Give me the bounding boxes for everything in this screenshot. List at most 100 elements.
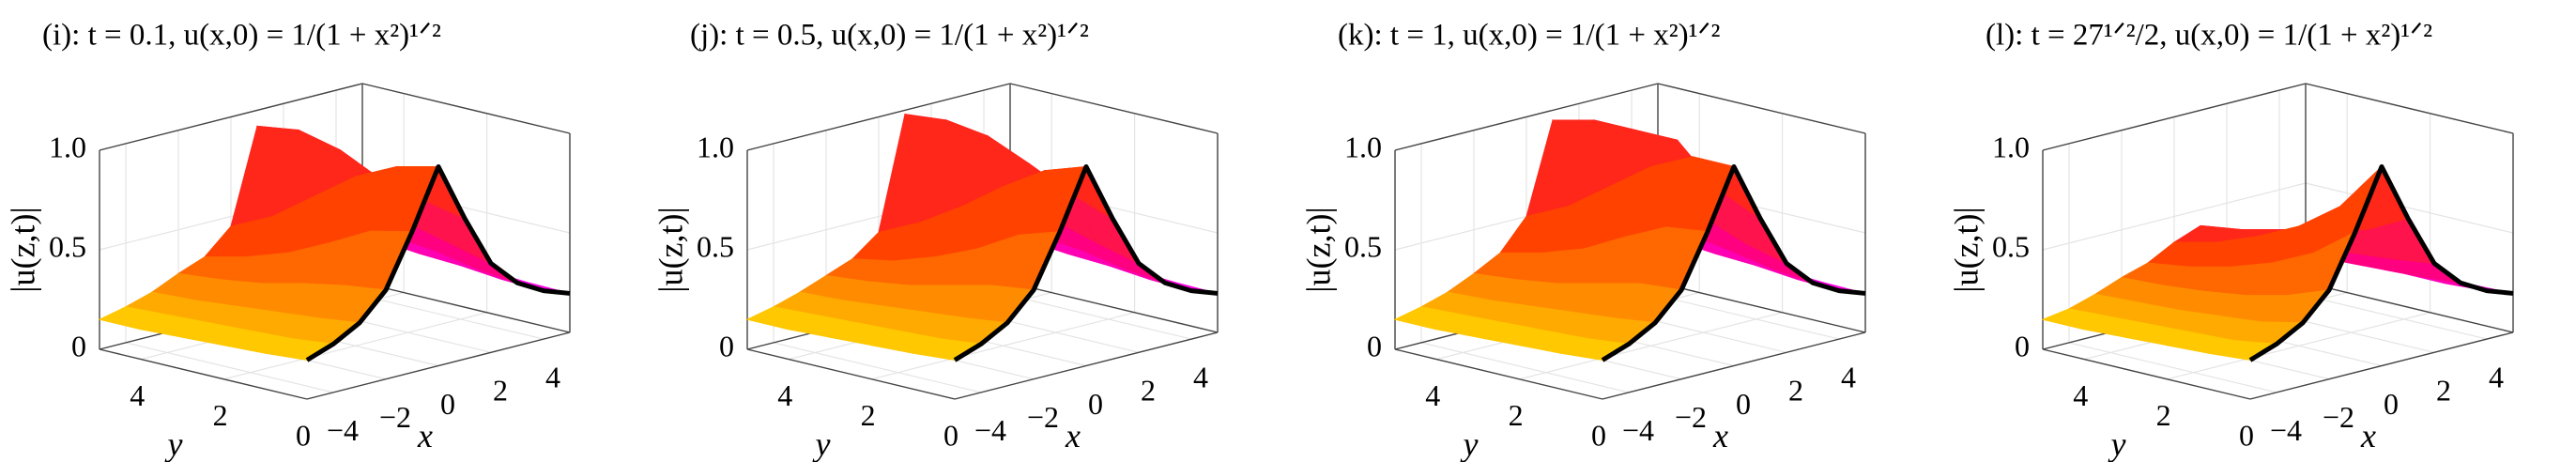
axis-box-edge bbox=[361, 282, 571, 333]
y-tick-label: 4 bbox=[130, 378, 145, 412]
y-axis-label: y bbox=[1461, 425, 1479, 462]
z-tick-label: 0 bbox=[719, 329, 734, 362]
grid-line bbox=[2167, 312, 2430, 380]
grid-line bbox=[125, 342, 334, 393]
axis-box-edge bbox=[1394, 83, 1659, 151]
x-tick-label: −2 bbox=[1027, 400, 1059, 434]
initial-profile-line bbox=[953, 164, 1219, 362]
grid-line bbox=[773, 342, 982, 393]
y-tick-label: 4 bbox=[777, 378, 792, 412]
y-tick-label: 2 bbox=[861, 398, 876, 432]
y-tick-label: 0 bbox=[943, 418, 958, 452]
x-tick-label: 0 bbox=[440, 387, 455, 421]
y-tick-label: 0 bbox=[1591, 418, 1606, 452]
y-tick-label: 2 bbox=[2156, 398, 2171, 432]
z-tick-label: 0 bbox=[71, 329, 86, 362]
z-axis-label: |u(z,t)| bbox=[4, 207, 41, 292]
panel-title: (i): t = 0.1, u(x,0) = 1/(1 + x²)¹ᐟ² bbox=[42, 19, 441, 53]
panel-title: (l): t = 27¹ᐟ²/2, u(x,0) = 1/(1 + x²)¹ᐟ² bbox=[1986, 19, 2432, 53]
axis-box-edge bbox=[2042, 348, 2251, 400]
grid-line bbox=[223, 312, 487, 380]
x-tick-label: −4 bbox=[327, 413, 359, 447]
grid-line bbox=[2042, 182, 2307, 251]
z-tick-label: 1.0 bbox=[1992, 130, 2030, 163]
x-axis-label: x bbox=[1065, 417, 1081, 454]
axis-box-edge bbox=[746, 83, 1011, 151]
z-tick-label: 1.0 bbox=[49, 130, 86, 163]
axis-box-edge bbox=[1657, 282, 1866, 333]
x-tick-label: 0 bbox=[2384, 387, 2399, 421]
initial-profile-line bbox=[2248, 164, 2514, 362]
x-tick-label: 4 bbox=[1841, 360, 1856, 393]
initial-profile-line bbox=[305, 164, 571, 362]
axis-box-edge bbox=[1009, 282, 1219, 333]
x-tick-label: −4 bbox=[2270, 413, 2302, 447]
axis-box-edge bbox=[2305, 282, 2514, 333]
y-axis-label: y bbox=[813, 425, 831, 462]
axis-box-edge bbox=[746, 348, 956, 400]
grid-line bbox=[1519, 312, 1783, 380]
axis-box-edge bbox=[99, 348, 308, 400]
axis-box-edge bbox=[306, 331, 571, 400]
axis-box-edge bbox=[1602, 331, 1866, 400]
axis-box-edge bbox=[1394, 348, 1603, 400]
x-tick-label: 2 bbox=[1141, 374, 1156, 408]
panel: 0 0.5 1.0 0 2 4 −4 −2 0 2 4 |u(z,t)| y x (j): t = 0.5,… bbox=[652, 19, 1219, 462]
z-axis-label: |u(z,t)| bbox=[1947, 207, 1985, 292]
x-tick-label: 2 bbox=[1788, 374, 1803, 408]
y-tick-label: 4 bbox=[1425, 378, 1440, 412]
axis-box-edge bbox=[361, 83, 571, 134]
y-tick-label: 4 bbox=[2073, 378, 2088, 412]
x-tick-label: −2 bbox=[1675, 400, 1707, 434]
x-tick-label: 4 bbox=[545, 360, 560, 393]
x-axis-label: x bbox=[2360, 417, 2376, 454]
z-tick-label: 1.0 bbox=[1344, 130, 1382, 163]
x-tick-label: −4 bbox=[974, 413, 1006, 447]
y-tick-label: 0 bbox=[296, 418, 311, 452]
y-axis-label: y bbox=[2108, 425, 2126, 462]
axis-box-edge bbox=[2305, 83, 2514, 134]
x-tick-label: 2 bbox=[493, 374, 508, 408]
grid-line bbox=[871, 312, 1135, 380]
axis-box-edge bbox=[954, 331, 1219, 400]
x-tick-label: 0 bbox=[1088, 387, 1103, 421]
initial-profile-line bbox=[1601, 164, 1866, 362]
axis-box-edge bbox=[1009, 83, 1219, 134]
panel: 0 0.5 1.0 0 2 4 −4 −2 0 2 4 |u(z,t)| y x (k): t = 1, u… bbox=[1299, 19, 1866, 462]
axis-box-edge bbox=[1657, 83, 1866, 134]
z-tick-label: 1.0 bbox=[697, 130, 734, 163]
x-tick-label: −4 bbox=[1622, 413, 1654, 447]
x-tick-label: −2 bbox=[2323, 400, 2354, 434]
x-axis-label: x bbox=[1712, 417, 1728, 454]
x-tick-label: 4 bbox=[2489, 360, 2504, 393]
z-tick-label: 0 bbox=[2015, 329, 2030, 362]
y-tick-label: 0 bbox=[2239, 418, 2254, 452]
axis-box-edge bbox=[99, 83, 363, 151]
x-tick-label: 0 bbox=[1736, 387, 1751, 421]
x-tick-label: 2 bbox=[2436, 374, 2451, 408]
axis-box-edge bbox=[2042, 83, 2307, 151]
x-axis-label: x bbox=[417, 417, 433, 454]
z-tick-label: 0 bbox=[1367, 329, 1382, 362]
z-tick-label: 0.5 bbox=[697, 229, 734, 263]
y-tick-label: 2 bbox=[1509, 398, 1524, 432]
grid-line bbox=[2305, 182, 2514, 234]
panel-title: (j): t = 0.5, u(x,0) = 1/(1 + x²)¹ᐟ² bbox=[690, 19, 1089, 53]
panel-title: (k): t = 1, u(x,0) = 1/(1 + x²)¹ᐟ² bbox=[1338, 19, 1721, 53]
x-tick-label: −2 bbox=[379, 400, 411, 434]
y-tick-label: 2 bbox=[213, 398, 228, 432]
z-axis-label: |u(z,t)| bbox=[1299, 207, 1337, 292]
y-axis-label: y bbox=[165, 425, 183, 462]
panel: 0 0.5 1.0 0 2 4 −4 −2 0 2 4 |u(z,t)| y x (l): t = 27¹ᐟ… bbox=[1947, 19, 2514, 462]
grid-line bbox=[2068, 342, 2277, 393]
x-tick-label: 4 bbox=[1193, 360, 1208, 393]
z-tick-label: 0.5 bbox=[1992, 229, 2030, 263]
panel: 0 0.5 1.0 0 2 4 −4 −2 0 2 4 |u(z,t)| y x (i): t = 0.1,… bbox=[4, 19, 571, 462]
z-tick-label: 0.5 bbox=[49, 229, 86, 263]
z-tick-label: 0.5 bbox=[1344, 229, 1382, 263]
grid-line bbox=[1420, 342, 1630, 393]
axis-box-edge bbox=[2249, 331, 2514, 400]
z-axis-label: |u(z,t)| bbox=[652, 207, 689, 292]
